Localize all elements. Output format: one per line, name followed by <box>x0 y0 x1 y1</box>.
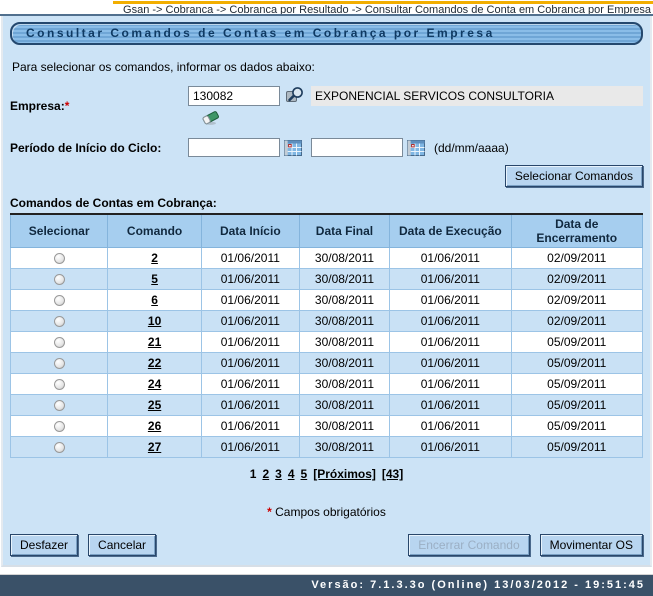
calendar-icon-inicio[interactable] <box>284 139 302 156</box>
comando-link[interactable]: 6 <box>151 293 158 307</box>
table-row: 22 01/06/2011 30/08/2011 01/06/2011 05/0… <box>9 352 644 374</box>
pagination-page-link[interactable]: 3 <box>275 467 282 481</box>
empresa-row: Empresa:* EXPONENCIAL SERVICOS CONSULTOR… <box>10 86 643 126</box>
search-icon[interactable] <box>285 86 306 106</box>
row-radio[interactable] <box>53 358 65 370</box>
comando-link[interactable]: 21 <box>147 335 162 349</box>
row-radio[interactable] <box>53 379 65 391</box>
pagination-page-link[interactable]: 4 <box>287 467 295 481</box>
pagination-page-link[interactable]: 2 <box>262 467 270 481</box>
comando-link[interactable]: 27 <box>147 440 162 454</box>
table-row: 2 01/06/2011 30/08/2011 01/06/2011 02/09… <box>9 247 644 269</box>
results-section-label: Comandos de Contas em Cobrança: <box>10 196 217 210</box>
header-data-encerramento: Data de Encerramento <box>510 213 644 248</box>
row-radio[interactable] <box>53 316 65 328</box>
pagination-current-page: 1 <box>249 467 257 481</box>
periodo-label: Período de Início do Ciclo: <box>10 140 162 155</box>
empresa-label: Empresa:* <box>10 99 70 113</box>
header-data-inicio: Data Início <box>200 213 300 248</box>
comando-link[interactable]: 22 <box>147 356 162 370</box>
row-radio[interactable] <box>53 337 65 349</box>
empresa-required-mark: * <box>64 99 70 113</box>
pagination-page-link[interactable]: 5 <box>300 467 308 481</box>
periodo-inicio-input[interactable] <box>188 138 280 157</box>
row-radio[interactable] <box>53 421 65 433</box>
comando-link[interactable]: 24 <box>147 377 162 391</box>
content-frame: Consultar Comandos de Contas em Cobrança… <box>1 16 652 567</box>
page-title: Consultar Comandos de Contas em Cobrança… <box>10 22 643 45</box>
row-radio[interactable] <box>53 295 65 307</box>
movimentar-os-button[interactable]: Movimentar OS <box>539 534 643 556</box>
table-row: 24 01/06/2011 30/08/2011 01/06/2011 05/0… <box>9 373 644 395</box>
version-status-bar: Versão: 7.1.3.3o (Online) 13/03/2012 - 1… <box>0 575 653 596</box>
table-row: 25 01/06/2011 30/08/2011 01/06/2011 05/0… <box>9 394 644 416</box>
table-row: 5 01/06/2011 30/08/2011 01/06/2011 02/09… <box>9 268 644 290</box>
comandos-table: Selecionar Comando Data Início Data Fina… <box>9 213 644 458</box>
periodo-row: Período de Início do Ciclo: (dd/mm/aaaa) <box>10 138 643 157</box>
required-asterisk: * <box>267 505 272 519</box>
table-header-row: Selecionar Comando Data Início Data Fina… <box>9 213 644 248</box>
pagination: 1 2 3 4 5 [Próximos] [43] <box>10 467 643 481</box>
eraser-icon[interactable] <box>201 108 221 126</box>
table-row: 26 01/06/2011 30/08/2011 01/06/2011 05/0… <box>9 415 644 437</box>
breadcrumb-trail-link[interactable]: Gsan -> Cobranca -> Cobranca por Resulta… <box>113 1 653 14</box>
calendar-icon-fim[interactable] <box>407 139 425 156</box>
footer-divider <box>0 567 653 575</box>
periodo-fim-input[interactable] <box>311 138 403 157</box>
encerrar-comando-button: Encerrar Comando <box>408 534 530 556</box>
header-data-execucao: Data de Execução <box>389 213 512 248</box>
selecionar-comandos-button[interactable]: Selecionar Comandos <box>504 165 643 187</box>
table-row: 27 01/06/2011 30/08/2011 01/06/2011 05/0… <box>9 436 644 458</box>
table-row: 6 01/06/2011 30/08/2011 01/06/2011 02/09… <box>9 289 644 311</box>
row-radio[interactable] <box>53 442 65 454</box>
comando-link[interactable]: 25 <box>147 398 162 412</box>
header-comando: Comando <box>107 213 202 248</box>
empresa-name-display: EXPONENCIAL SERVICOS CONSULTORIA <box>311 86 643 106</box>
comando-link[interactable]: 5 <box>151 272 158 286</box>
instructions-text: Para selecionar os comandos, informar os… <box>12 60 315 74</box>
empresa-code-input[interactable] <box>188 86 280 106</box>
pagination-next-link[interactable]: [Próximos] <box>313 467 376 481</box>
date-format-hint: (dd/mm/aaaa) <box>434 140 509 155</box>
header-selecionar: Selecionar <box>9 213 109 248</box>
pagination-last-link[interactable]: [43] <box>381 467 404 481</box>
table-row: 10 01/06/2011 30/08/2011 01/06/2011 02/0… <box>9 310 644 332</box>
breadcrumb: Gsan -> Cobranca -> Cobranca por Resulta… <box>0 0 653 16</box>
required-fields-note: * Campos obrigatórios <box>267 505 386 519</box>
comando-link[interactable]: 2 <box>151 251 158 265</box>
cancelar-button[interactable]: Cancelar <box>88 534 157 556</box>
row-radio[interactable] <box>53 253 65 265</box>
table-row: 21 01/06/2011 30/08/2011 01/06/2011 05/0… <box>9 331 644 353</box>
header-data-final: Data Final <box>298 213 391 248</box>
row-radio[interactable] <box>53 400 65 412</box>
action-buttons-row: Desfazer Cancelar Encerrar Comando Movim… <box>10 534 643 556</box>
desfazer-button[interactable]: Desfazer <box>10 534 79 556</box>
row-radio[interactable] <box>53 274 65 286</box>
comando-link[interactable]: 10 <box>147 314 162 328</box>
comando-link[interactable]: 26 <box>147 419 162 433</box>
